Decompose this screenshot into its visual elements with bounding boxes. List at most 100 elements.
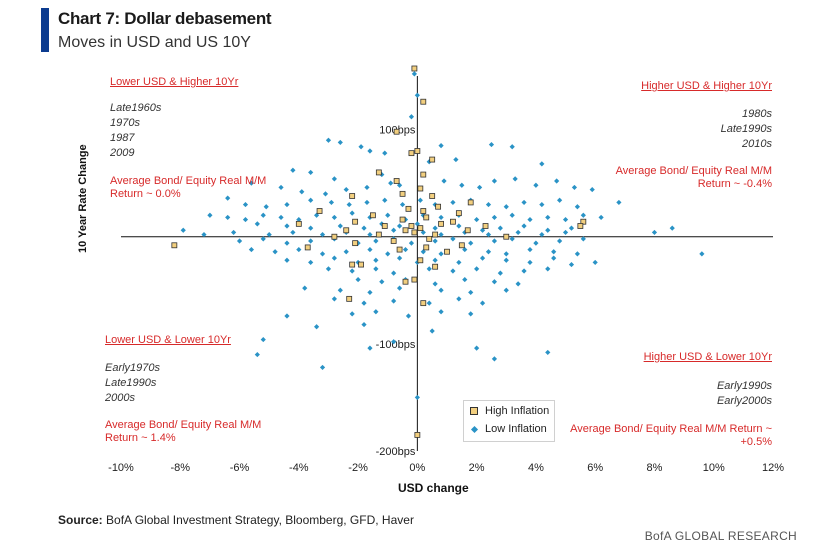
high-inflation-point (396, 246, 403, 253)
low-inflation-point (260, 336, 266, 343)
x-tick-label: 0% (409, 462, 425, 474)
high-inflation-point (349, 193, 356, 199)
low-inflation-point (325, 266, 332, 272)
low-inflation-point (414, 92, 420, 98)
return-line: Average Bond/ Equity Real M/M Return ~ (570, 423, 772, 435)
high-inflation-point (402, 227, 409, 234)
low-inflation-point (254, 221, 260, 227)
low-inflation-point (337, 223, 343, 229)
quadrant-bottom-left-heading: Lower USD & Lower 10Yr (105, 334, 231, 346)
high-inflation-point (375, 169, 382, 176)
low-inflation-point (248, 246, 254, 253)
low-inflation-point (263, 204, 269, 210)
quadrant-top-right-periods: 1980s Late1990s 2010s (721, 107, 772, 152)
high-inflation-point (417, 257, 424, 264)
low-inflation-point (331, 296, 337, 302)
low-inflation-point (477, 184, 483, 191)
low-inflation-point (180, 227, 186, 233)
low-inflation-point (545, 266, 551, 272)
high-inflation-point (423, 244, 430, 251)
low-inflation-point (515, 281, 521, 287)
high-inflation-point (349, 261, 356, 268)
low-inflation-point (290, 229, 296, 236)
high-inflation-point (405, 205, 412, 212)
source-label: Source: (58, 513, 103, 527)
low-inflation-point (361, 300, 367, 306)
low-inflation-point (408, 240, 415, 246)
low-inflation-point (314, 212, 320, 218)
low-inflation-point (426, 266, 432, 272)
low-inflation-point (441, 178, 447, 184)
low-inflation-point (474, 216, 480, 223)
y-tick-label: -200bps (376, 446, 416, 458)
high-inflation-point (580, 218, 587, 225)
low-inflation-point (260, 212, 266, 218)
period-label: 2010s (742, 138, 772, 150)
low-inflation-point (450, 199, 456, 206)
period-label: 1987 (110, 132, 135, 144)
low-inflation-point (385, 212, 391, 218)
low-inflation-point (545, 214, 551, 221)
return-line: Return ~ -0.4% (697, 178, 772, 190)
low-inflation-point (414, 221, 420, 227)
quadrant-top-left-periods: Late1960s 1970s 1987 2009 (110, 101, 161, 161)
low-inflation-point (278, 184, 284, 191)
low-inflation-point (379, 221, 385, 227)
low-inflation-point (388, 180, 394, 186)
low-inflation-point (314, 324, 320, 330)
low-inflation-point (580, 212, 586, 218)
low-inflation-point (571, 184, 578, 191)
low-inflation-point (391, 298, 397, 304)
tick-labels: -10%-8%-6%-4%-2%0%2%4%6%8%10%12%100bps-1… (108, 125, 784, 474)
low-inflation-point (355, 259, 361, 266)
high-inflation-point (393, 178, 400, 184)
low-inflation-point (521, 199, 527, 206)
low-inflation-point (207, 212, 213, 218)
high-inflation-point (417, 185, 424, 192)
low-inflation-point (396, 255, 403, 261)
low-inflation-point (438, 287, 444, 293)
low-inflation-point (491, 214, 498, 221)
high-inflation-point (393, 128, 400, 135)
low-inflation-point (346, 201, 352, 208)
high-inflation-point (438, 220, 444, 227)
quadrant-top-left-return: Average Bond/ Equity Real M/M Return ~ 0… (110, 175, 266, 201)
low-inflation-point (382, 150, 388, 156)
high-inflation-point (411, 65, 418, 72)
period-label: Early1990s (716, 380, 772, 392)
low-inflation-point (545, 227, 551, 233)
high-inflation-point (423, 214, 430, 221)
low-inflation-point (331, 176, 337, 182)
period-label: 1980s (742, 108, 772, 120)
low-inflation-point (574, 204, 580, 210)
low-inflation-point (328, 199, 335, 206)
low-inflation-point (343, 249, 349, 255)
low-inflation-point (296, 216, 302, 223)
low-inflation-point (527, 259, 533, 266)
low-inflation-point (391, 227, 397, 233)
low-inflation-point (598, 214, 604, 221)
x-tick-label: 6% (587, 462, 603, 474)
low-inflation-point (456, 296, 462, 302)
low-inflation-point (539, 161, 545, 167)
high-inflation-point (467, 199, 474, 206)
x-tick-label: -8% (170, 462, 190, 474)
low-inflation-point (361, 321, 367, 328)
low-inflation-point (364, 184, 370, 191)
low-inflation-point (521, 268, 527, 274)
low-inflation-point (426, 300, 432, 306)
high-inflation-point (402, 278, 409, 285)
low-inflation-point (539, 201, 545, 208)
low-inflation-point (296, 246, 302, 253)
low-inflation-point (426, 159, 432, 165)
low-inflation-point (497, 270, 503, 276)
low-inflation-point (438, 231, 444, 238)
low-inflation-point (420, 249, 426, 255)
low-inflation-point (367, 148, 373, 154)
low-inflation-point (355, 240, 361, 246)
x-tick-label: -4% (289, 462, 309, 474)
low-inflation-point (284, 240, 290, 246)
x-tick-label: -10% (108, 462, 134, 474)
high-inflation-point (432, 263, 439, 270)
